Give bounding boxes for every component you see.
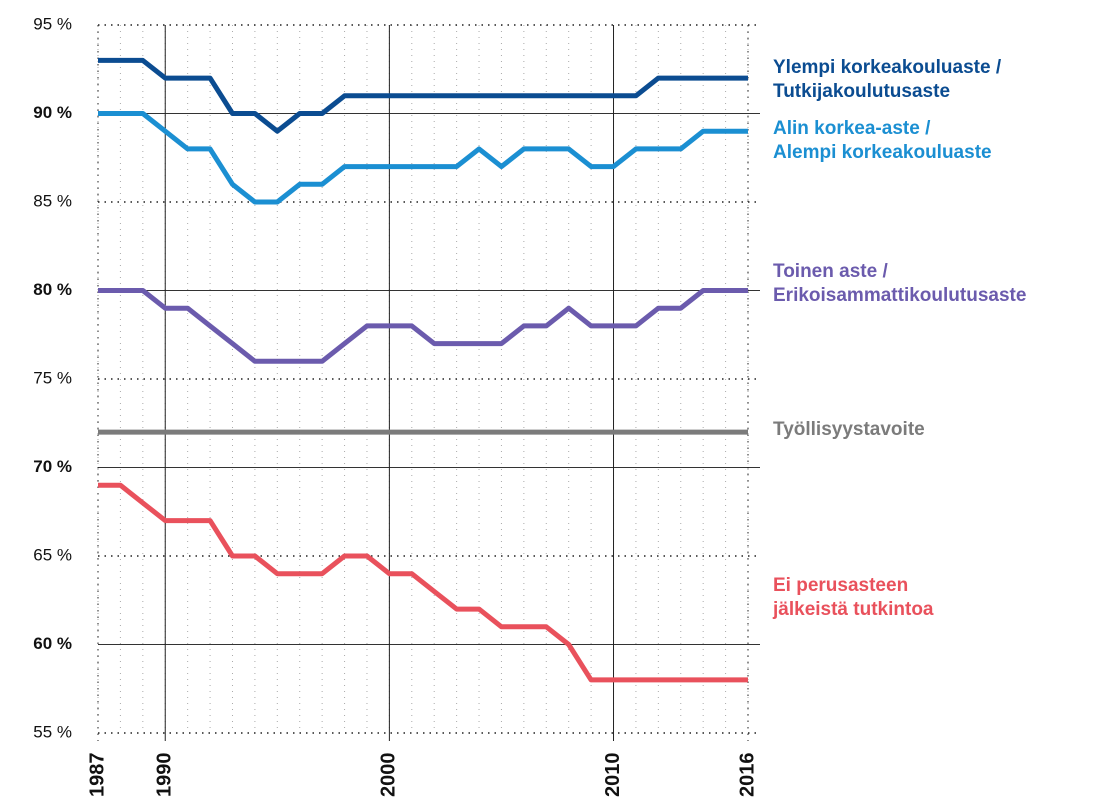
y-tick-label: 85 %	[33, 191, 72, 210]
y-tick-label: 80 %	[33, 280, 72, 299]
series-line	[98, 111, 748, 205]
series-line	[98, 57, 748, 134]
legend-label: Ei perusasteen jälkeistä tutkintoa	[773, 575, 934, 620]
y-tick-label: 75 %	[33, 368, 72, 387]
legend-label: Työllisyystavoite	[773, 419, 925, 440]
y-tick-label: 55 %	[33, 722, 72, 741]
y-tick-label: 95 %	[33, 14, 72, 33]
x-tick-label: 1990	[154, 753, 176, 798]
y-tick-label: 60 %	[33, 634, 72, 653]
series-line	[98, 482, 748, 683]
series-line	[98, 288, 748, 364]
x-tick-label: 2010	[602, 753, 624, 798]
x-tick-label: 2016	[736, 753, 758, 798]
x-tick-label: 2000	[378, 753, 400, 798]
x-tick-label: 1987	[86, 753, 108, 798]
legend-label: Ylempi korkeakouluaste / Tutkijakoulutus…	[773, 57, 1002, 102]
y-tick-label: 65 %	[33, 545, 72, 564]
legend-label: Alin korkea-aste / Alempi korkeakouluast…	[773, 118, 992, 163]
y-tick-label: 90 %	[33, 103, 72, 122]
y-tick-label: 70 %	[33, 457, 72, 476]
legend-label: Toinen aste / Erikoisammattikoulutusaste	[773, 261, 1027, 306]
